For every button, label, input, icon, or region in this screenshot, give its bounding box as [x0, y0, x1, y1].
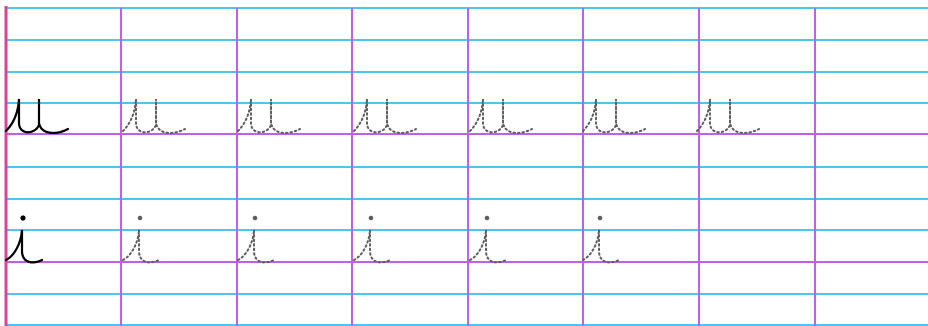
trace-letter-u: [696, 98, 760, 134]
trace-letter-i: [469, 215, 507, 264]
practice-row-letter-i: [4, 215, 620, 264]
model-letter-i: [4, 215, 44, 264]
practice-row-letter-u: [4, 98, 760, 135]
trace-letter-u: [237, 98, 301, 134]
trace-letter-i: [353, 215, 391, 264]
trace-letter-u: [353, 98, 417, 134]
trace-letter-i: [237, 215, 275, 264]
model-letter-u: [4, 98, 70, 135]
trace-letter-u: [122, 98, 186, 134]
trace-letter-u: [582, 98, 646, 134]
trace-letter-i: [122, 215, 160, 264]
trace-letter-i: [582, 215, 620, 264]
column-grid: [120, 8, 816, 326]
trace-letter-u: [469, 98, 533, 134]
